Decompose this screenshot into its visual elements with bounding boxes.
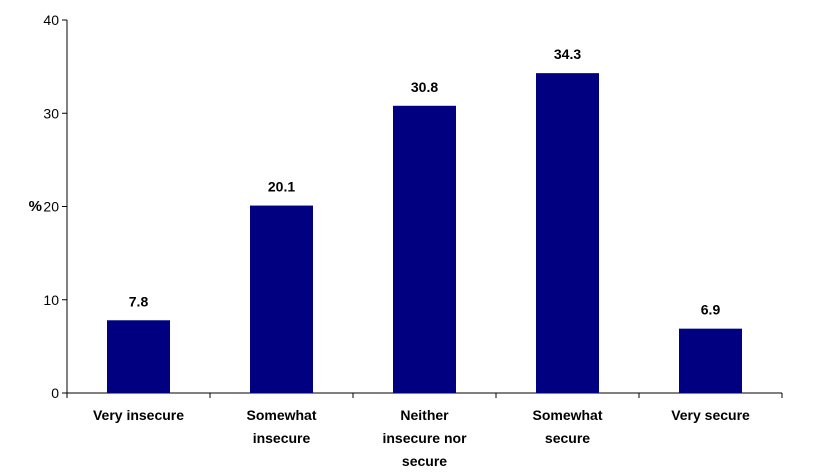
category-label-line: Very secure	[671, 407, 750, 423]
category-label-line: insecure	[253, 430, 311, 446]
y-tick-label: 20	[43, 199, 59, 215]
y-tick-label: 0	[51, 385, 59, 401]
data-label: 20.1	[268, 179, 295, 195]
data-label: 7.8	[129, 293, 149, 309]
data-label: 30.8	[411, 79, 438, 95]
data-labels: 7.8 20.1 30.8 34.3 6.9	[129, 46, 721, 318]
category-label-line: secure	[402, 453, 447, 469]
category-label-line: Somewhat	[532, 407, 602, 423]
bar	[250, 205, 313, 393]
category-label-line: Very insecure	[93, 407, 184, 423]
bar	[679, 328, 742, 393]
y-axis-label: %	[29, 198, 42, 215]
category-label-line: Somewhat	[246, 407, 316, 423]
category-label: Very secure	[671, 407, 750, 423]
category-label: Neither insecure nor secure	[382, 407, 467, 469]
bar	[536, 73, 599, 393]
category-label-line: secure	[545, 430, 590, 446]
bars	[107, 73, 742, 393]
category-label-line: insecure nor	[382, 430, 467, 446]
category-label: Very insecure	[93, 407, 184, 423]
y-tick-label: 40	[43, 12, 59, 28]
data-label: 34.3	[554, 46, 581, 62]
category-label: Somewhat secure	[532, 407, 602, 446]
y-tick-label: 10	[43, 292, 59, 308]
x-axis-ticks	[66, 393, 783, 398]
bar	[393, 105, 456, 393]
y-axis-ticks: 0 10 20 30 40	[43, 12, 67, 401]
bar	[107, 320, 170, 393]
category-label-line: Neither	[400, 407, 449, 423]
y-tick-label: 30	[43, 105, 59, 121]
category-labels: Very insecure Somewhat insecure Neither inse…	[93, 407, 750, 469]
category-label: Somewhat insecure	[246, 407, 316, 446]
data-label: 6.9	[701, 302, 721, 318]
